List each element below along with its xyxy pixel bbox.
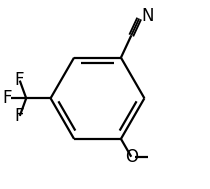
Text: F: F [15,107,24,125]
Text: O: O [125,148,138,166]
Text: F: F [2,89,12,107]
Text: F: F [15,71,24,89]
Text: N: N [141,8,154,26]
